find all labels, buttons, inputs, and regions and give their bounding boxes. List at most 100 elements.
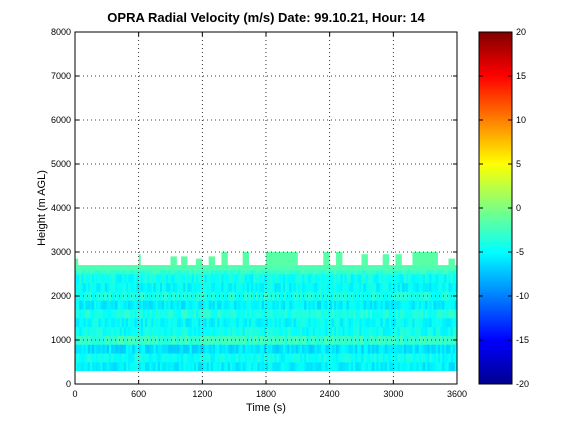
heatmap-cell [164, 291, 167, 301]
heatmap-cell [397, 274, 401, 284]
heatmap-cell [437, 318, 441, 328]
heatmap-cell [255, 274, 258, 284]
colorbar-tick-label: -10 [516, 291, 529, 301]
heatmap-cell [151, 291, 154, 301]
heatmap-cell [437, 282, 441, 292]
heatmap-cell [346, 353, 350, 363]
colorbar-tick-label: -20 [516, 379, 529, 389]
heatmap-cell [253, 300, 256, 310]
heatmap-cell [142, 362, 146, 372]
heatmap-cell [121, 362, 125, 372]
heatmap-cell [297, 326, 301, 336]
heatmap-cell [77, 344, 80, 354]
heatmap-cell [380, 335, 384, 345]
heatmap-cell [178, 309, 182, 319]
heatmap-cell [125, 353, 129, 363]
heatmap-cell [195, 318, 199, 328]
heatmap-cell [75, 353, 78, 363]
heatmap-cell [108, 353, 112, 363]
heatmap-cell [132, 344, 135, 354]
heatmap-cell [416, 300, 420, 310]
heatmap-cell [329, 309, 333, 319]
heatmap-cell [274, 274, 278, 284]
heatmap-cell [151, 353, 154, 363]
heatmap-cell [217, 335, 220, 345]
heatmap-cell [386, 318, 390, 328]
heatmap-cell [423, 344, 426, 354]
heatmap-cell [128, 335, 131, 345]
heatmap-cell [308, 274, 311, 284]
heatmap-spike [75, 258, 79, 266]
heatmap-cell [225, 318, 229, 328]
heatmap-cell [372, 353, 375, 363]
heatmap-cell [282, 282, 286, 292]
heatmap-cell [312, 274, 316, 284]
heatmap-cell [208, 318, 212, 328]
heatmap-cell [221, 309, 224, 319]
heatmap-cell [111, 326, 114, 336]
heatmap-cell [185, 335, 188, 345]
heatmap-cell [372, 291, 375, 301]
heatmap-cell [130, 344, 133, 354]
heatmap-cell [329, 335, 333, 345]
heatmap-cell [181, 353, 184, 363]
heatmap-cell [229, 282, 233, 292]
heatmap-cell [223, 309, 227, 319]
heatmap-cell [276, 309, 280, 319]
heatmap-cell [123, 282, 127, 292]
heatmap-cell [212, 326, 216, 336]
heatmap-cell [187, 300, 190, 310]
heatmap-cell [183, 335, 186, 345]
heatmap-cell [361, 335, 365, 345]
heatmap-cell [403, 318, 407, 328]
heatmap-cell [77, 326, 80, 336]
heatmap-cell [369, 300, 373, 310]
heatmap-cell [268, 274, 271, 284]
heatmap-cell [261, 353, 265, 363]
heatmap-cell [164, 282, 167, 292]
heatmap-cell [229, 318, 233, 328]
heatmap-cell [433, 309, 437, 319]
heatmap-cell [121, 309, 125, 319]
heatmap-cell [113, 353, 116, 363]
heatmap-cell [302, 344, 305, 354]
heatmap-cell [308, 291, 311, 301]
heatmap-cell [229, 353, 233, 363]
heatmap-cell [187, 309, 190, 319]
heatmap-cell [340, 318, 343, 328]
heatmap-cell [155, 362, 159, 372]
heatmap-cell [382, 344, 386, 354]
heatmap-cell [378, 318, 381, 328]
x-tick-label: 600 [131, 389, 146, 399]
heatmap-cell [389, 353, 392, 363]
heatmap-cell [372, 344, 375, 354]
heatmap-cell [79, 344, 82, 354]
heatmap-cell [202, 344, 205, 354]
heatmap-cell [323, 362, 326, 372]
heatmap-cell [223, 291, 227, 301]
heatmap-cell [159, 291, 163, 301]
heatmap-cell [162, 353, 165, 363]
heatmap-cell [176, 353, 180, 363]
heatmap-cell [147, 344, 150, 354]
heatmap-cell [442, 300, 445, 310]
heatmap-cell [312, 318, 316, 328]
heatmap-cell [372, 300, 375, 310]
heatmap-cell [136, 274, 140, 284]
heatmap-cell [427, 318, 430, 328]
heatmap-cell [412, 318, 415, 328]
heatmap-cell [359, 344, 362, 354]
heatmap-cell [450, 282, 454, 292]
heatmap-cell [435, 362, 439, 372]
heatmap-cell [142, 309, 146, 319]
heatmap-cell [452, 282, 456, 292]
heatmap-cell [244, 326, 248, 336]
heatmap-cell [183, 274, 186, 284]
y-tick-label: 5000 [51, 159, 71, 169]
heatmap-cell [100, 362, 103, 372]
heatmap-cell [240, 318, 244, 328]
heatmap-cell [353, 291, 356, 301]
heatmap-cell [427, 291, 430, 301]
heatmap-cell [106, 300, 110, 310]
y-tick-label: 2000 [51, 291, 71, 301]
